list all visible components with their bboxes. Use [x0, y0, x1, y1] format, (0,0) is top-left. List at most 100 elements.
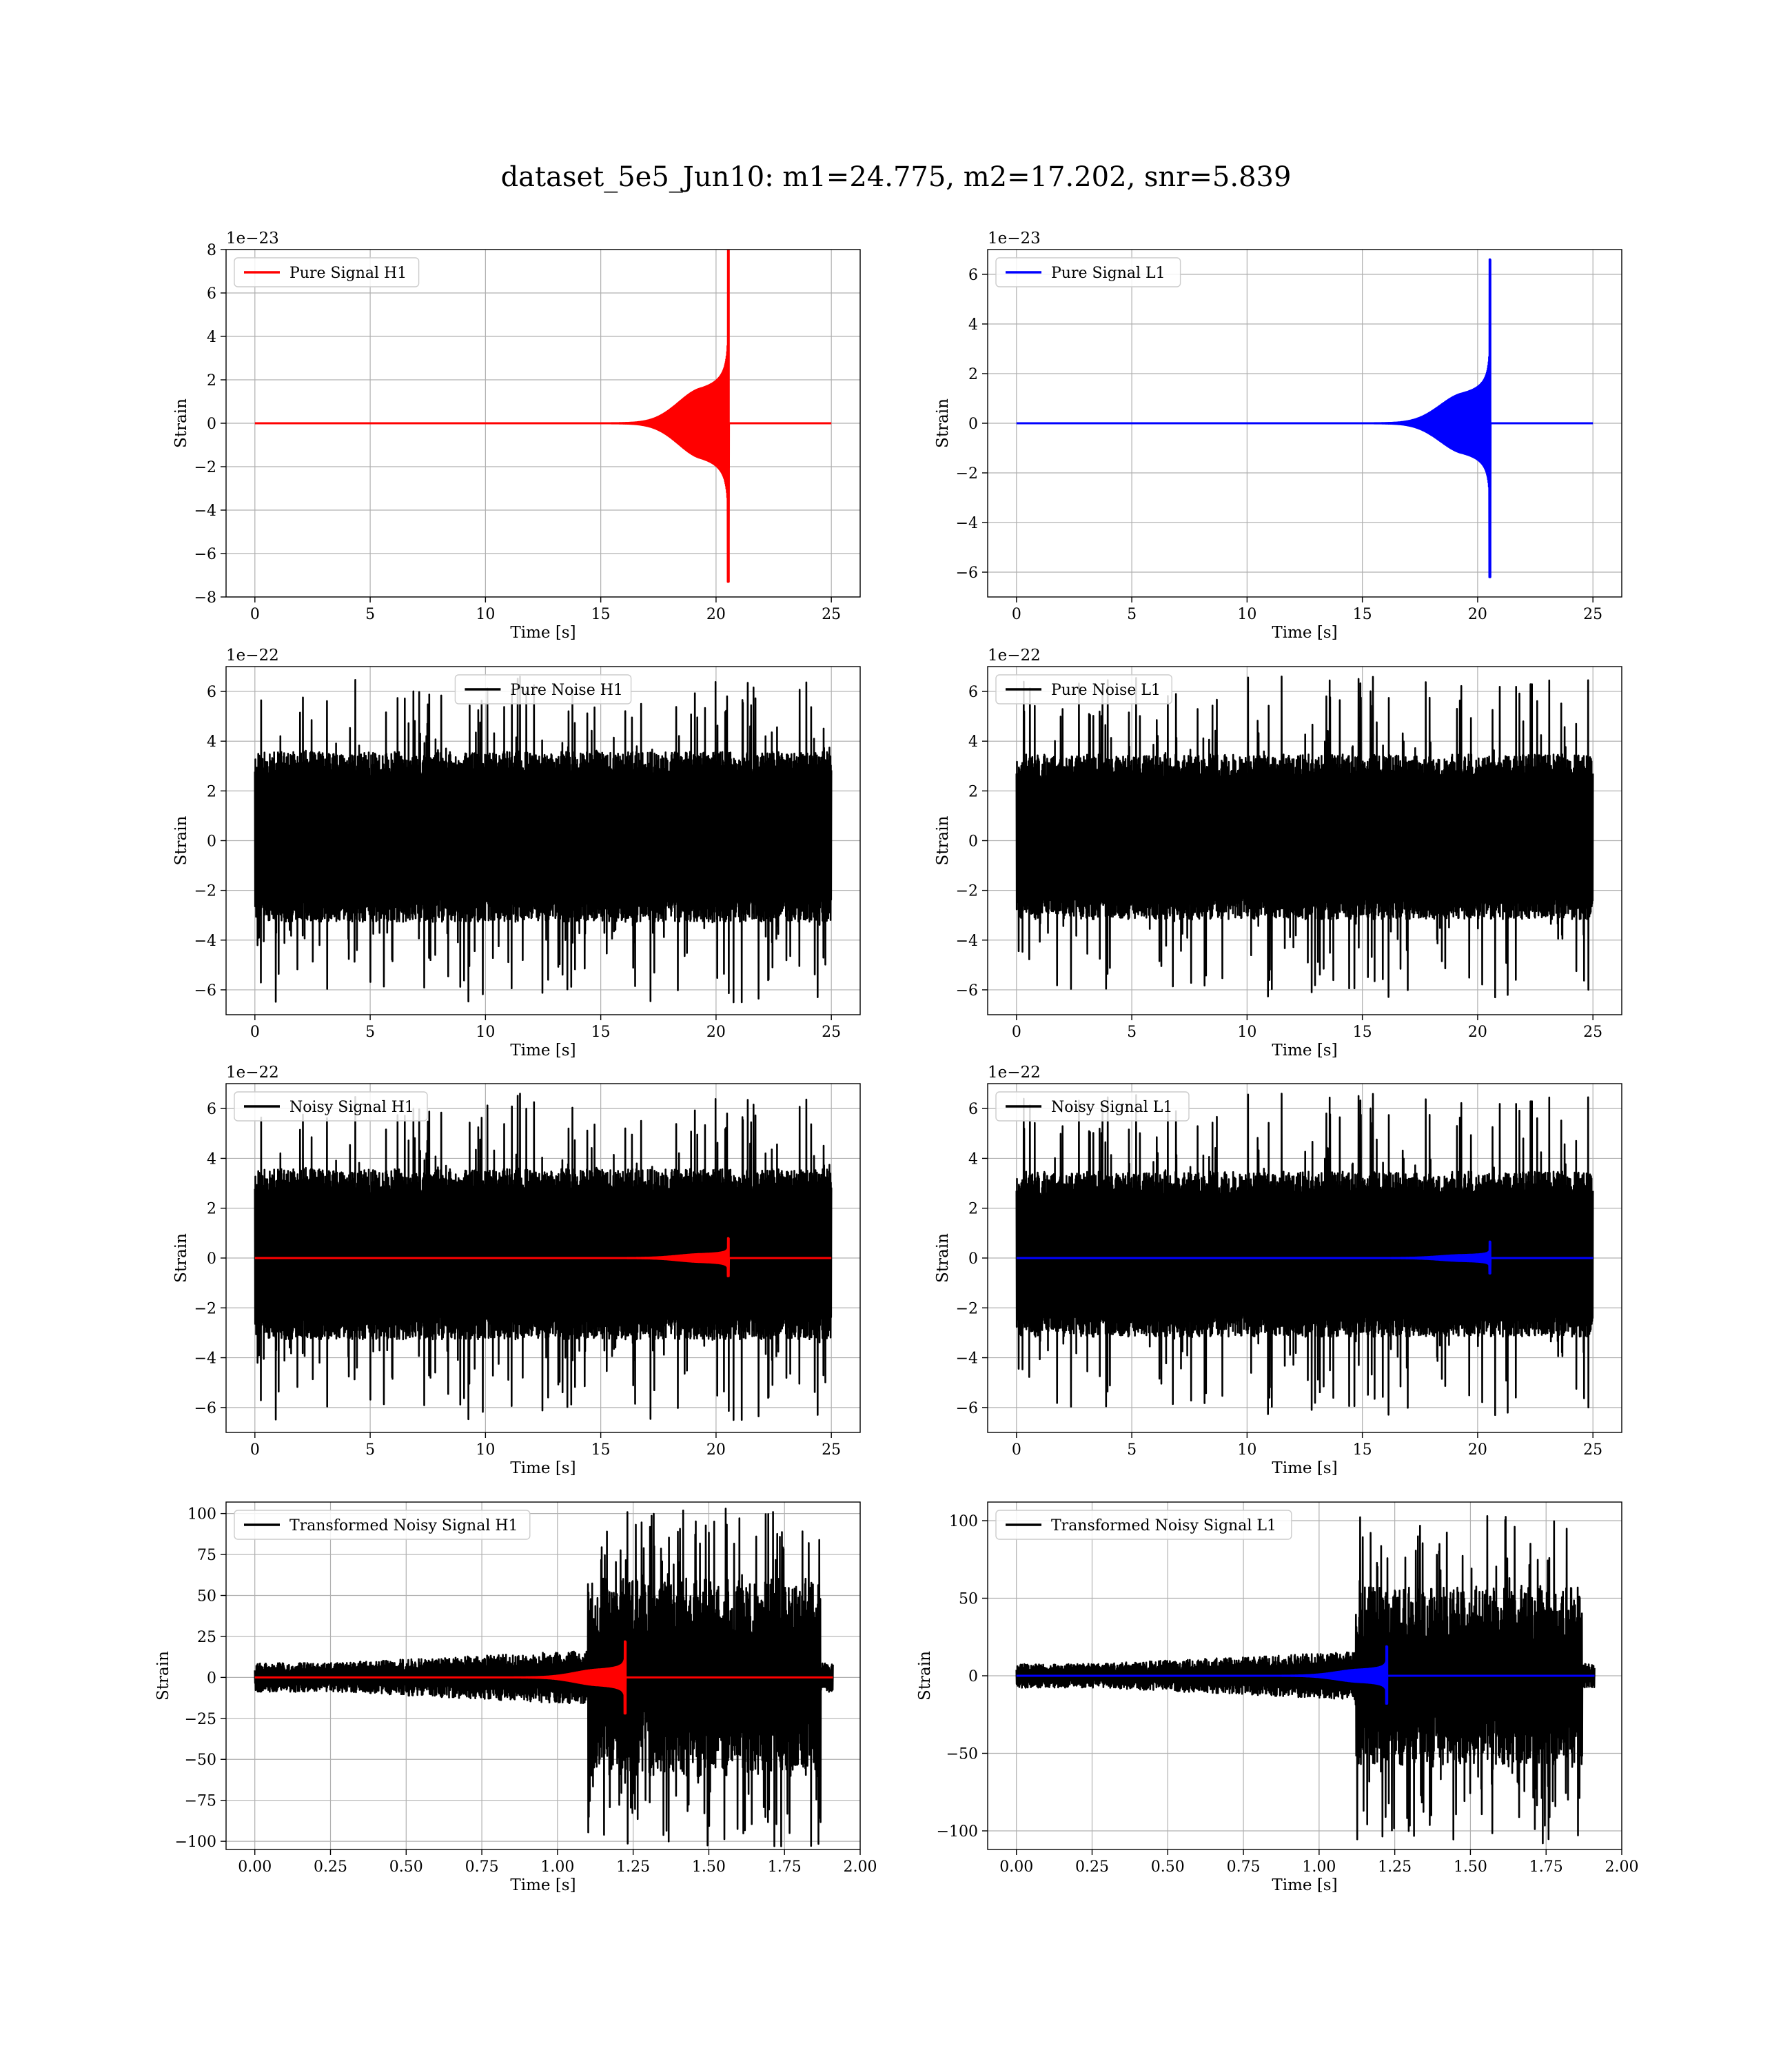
- subplot-7: 0.00 0.25 0.50 0.75 1.00 1.25 1.50 1.75 2.00 −100…: [154, 1501, 877, 1894]
- y-tick-label: −2: [956, 465, 978, 483]
- subplot-1: 0 5 10 15 20 25 −8 −6 −4 −2 0 2 4 6 8 Time [s] Strain 1e−…: [172, 230, 861, 642]
- x-tick-label: 20: [1468, 1441, 1487, 1459]
- y-tick-label: 6: [968, 1101, 978, 1118]
- y-tick-label: 50: [197, 1588, 216, 1605]
- y-tick-label: 0: [207, 416, 216, 433]
- y-offset-label: 1e−22: [988, 647, 1041, 665]
- x-axis-label: Time [s]: [510, 1876, 576, 1894]
- x-axis-label: Time [s]: [1272, 1876, 1337, 1894]
- series-line-1: [1015, 676, 1594, 999]
- x-tick-label: 10: [1237, 606, 1256, 623]
- series-line-1: [254, 1508, 834, 1847]
- axes-frame: [225, 1501, 861, 1850]
- x-tick-label: 1.00: [1302, 1858, 1336, 1876]
- x-axis-label: Time [s]: [1272, 1042, 1337, 1060]
- y-tick-label: 4: [968, 316, 978, 334]
- y-tick-label: −2: [956, 883, 978, 900]
- subplot-5: 0 5 10 15 20 25 −6 −4 −2 0 2 4 6 Time [s] Strain 1e−22 N…: [172, 1064, 861, 1477]
- x-tick-label: 20: [1468, 606, 1487, 623]
- y-tick-label: −2: [194, 459, 216, 476]
- figure-title: dataset_5e5_Jun10: m1=24.775, m2=17.202,…: [501, 161, 1292, 193]
- x-tick-label: 0.50: [1151, 1858, 1185, 1876]
- y-tick-label: 6: [207, 285, 216, 303]
- x-axis-label: Time [s]: [510, 624, 576, 642]
- plot-area: [254, 676, 833, 1004]
- y-tick-label: −2: [956, 1300, 978, 1317]
- y-tick-label: 0: [968, 1668, 978, 1685]
- y-tick-label: 6: [207, 684, 216, 701]
- x-tick-label: 15: [1353, 606, 1372, 623]
- x-tick-label: 1.75: [1529, 1858, 1563, 1876]
- legend-box: [234, 257, 420, 287]
- y-axis-label: Strain: [934, 398, 952, 448]
- legend-label: Transformed Noisy Signal H1: [289, 1517, 518, 1534]
- y-tick-label: −6: [194, 546, 216, 563]
- legend-box: [234, 1091, 428, 1122]
- series-line-2: [254, 1237, 833, 1277]
- legend-label: Pure Signal H1: [289, 265, 407, 282]
- legend: Pure Signal L1: [995, 257, 1181, 287]
- x-tick-label: 20: [706, 606, 726, 623]
- subplot-2: 0 5 10 15 20 25 −6 −4 −2 0 2 4 6 Time [s] Strain 1e−23 P…: [934, 230, 1622, 642]
- x-tick-label: 0: [250, 606, 260, 623]
- subplot-8: 0.00 0.25 0.50 0.75 1.00 1.25 1.50 1.75 2.00 −100…: [916, 1501, 1638, 1894]
- x-tick-label: 25: [1583, 606, 1602, 623]
- y-tick-label: −50: [185, 1752, 216, 1769]
- legend-box: [995, 674, 1172, 704]
- x-tick-label: 5: [1127, 606, 1137, 623]
- x-tick-label: 10: [476, 606, 495, 623]
- x-tick-label: 1.50: [1454, 1858, 1487, 1876]
- y-axis-label: Strain: [916, 1651, 934, 1701]
- legend-label: Noisy Signal H1: [289, 1099, 414, 1116]
- legend: Noisy Signal L1: [995, 1091, 1190, 1122]
- x-tick-label: 0.00: [238, 1858, 272, 1876]
- y-axis-label: Strain: [934, 815, 952, 865]
- y-tick-label: 0: [968, 833, 978, 851]
- y-tick-label: −75: [185, 1793, 216, 1810]
- series-line-2: [1015, 1240, 1594, 1275]
- y-tick-label: −6: [194, 982, 216, 1000]
- x-tick-label: 0: [1012, 606, 1021, 623]
- series-line-1: [254, 676, 833, 1004]
- x-tick-label: 0: [250, 1441, 260, 1459]
- x-tick-label: 15: [1353, 1441, 1372, 1459]
- x-tick-label: 1.25: [1378, 1858, 1412, 1876]
- legend-label: Pure Noise H1: [510, 682, 623, 699]
- y-tick-label: 50: [959, 1591, 978, 1608]
- legend: Transformed Noisy Signal H1: [234, 1510, 531, 1540]
- x-tick-label: 1.75: [768, 1858, 802, 1876]
- series-line-1: [1015, 1515, 1596, 1845]
- y-tick-label: −4: [956, 515, 978, 532]
- x-tick-label: 25: [822, 1441, 841, 1459]
- series-line-2: [254, 1640, 834, 1715]
- x-tick-label: 25: [822, 606, 841, 623]
- subplot-4: 0 5 10 15 20 25 −6 −4 −2 0 2 4 6 Time [s] Strain 1e−22 P…: [934, 647, 1622, 1060]
- subplot-3: 0 5 10 15 20 25 −6 −4 −2 0 2 4 6 Time [s] Strain 1e−22 P…: [172, 647, 861, 1060]
- x-tick-label: 5: [1127, 1441, 1137, 1459]
- plot-area: [1015, 258, 1594, 578]
- legend: Transformed Noisy Signal L1: [995, 1510, 1292, 1540]
- y-tick-label: 2: [207, 783, 216, 800]
- series-line-1: [254, 250, 833, 583]
- y-tick-label: −4: [194, 503, 216, 520]
- y-tick-label: 100: [187, 1506, 216, 1523]
- y-tick-label: 6: [968, 267, 978, 284]
- series-line-2: [1015, 1645, 1596, 1705]
- x-tick-label: 25: [1583, 1024, 1602, 1041]
- x-tick-label: 0: [1012, 1024, 1021, 1041]
- y-tick-label: −4: [956, 1350, 978, 1368]
- y-tick-label: 75: [197, 1547, 216, 1564]
- x-tick-label: 0.50: [389, 1858, 423, 1876]
- y-axis-label: Strain: [172, 1233, 190, 1283]
- x-tick-label: 0.25: [1075, 1858, 1109, 1876]
- x-tick-label: 15: [591, 1024, 611, 1041]
- legend-label: Pure Noise L1: [1051, 682, 1161, 699]
- x-tick-label: 10: [1237, 1024, 1256, 1041]
- x-tick-label: 1.00: [540, 1858, 574, 1876]
- x-tick-label: 0.75: [465, 1858, 499, 1876]
- x-tick-label: 0.00: [999, 1858, 1033, 1876]
- y-tick-label: 8: [207, 242, 216, 259]
- y-tick-label: 2: [968, 783, 978, 800]
- x-tick-label: 10: [476, 1024, 495, 1041]
